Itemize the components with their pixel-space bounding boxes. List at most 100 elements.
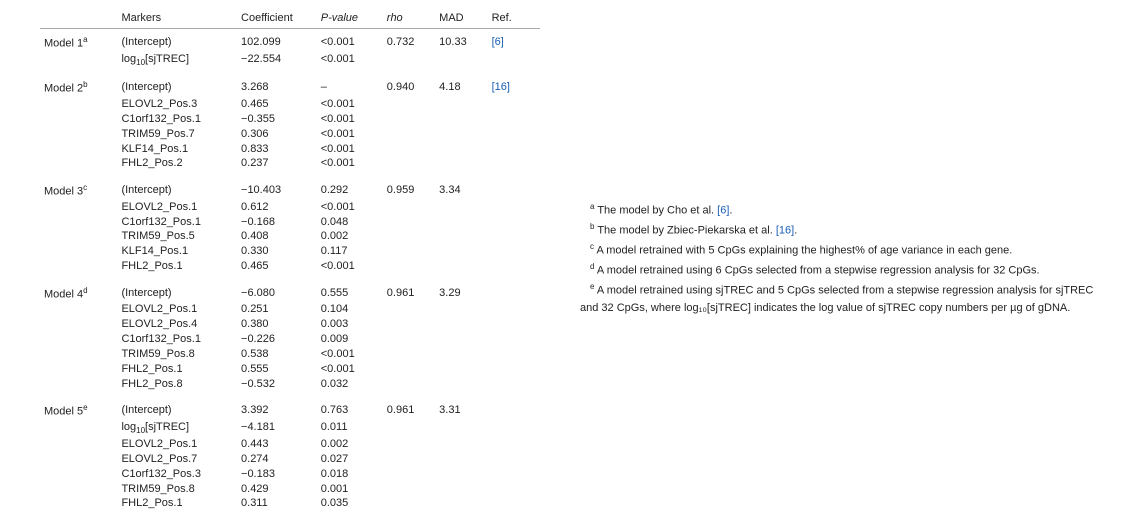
cell-rho	[383, 52, 435, 75]
cell-rho	[383, 229, 435, 244]
cell-ref	[488, 97, 540, 112]
cell-model-name	[40, 302, 117, 317]
cell-marker: ELOVL2_Pos.1	[117, 200, 237, 215]
cell-mad	[435, 215, 487, 230]
col-markers: Markers	[117, 10, 237, 29]
cell-coef: 3.392	[237, 397, 317, 420]
cell-marker: (Intercept)	[117, 280, 237, 303]
cell-coef: 0.443	[237, 437, 317, 452]
cell-mad: 10.33	[435, 29, 487, 52]
table-row: KLF14_Pos.10.833<0.001	[40, 142, 540, 157]
cell-ref	[488, 362, 540, 377]
footnote-c: c A model retrained with 5 CpGs explaini…	[580, 241, 1098, 259]
cell-coef: −22.554	[237, 52, 317, 75]
cell-ref	[488, 347, 540, 362]
cell-marker: (Intercept)	[117, 177, 237, 200]
table-row: FHL2_Pos.8−0.5320.032	[40, 377, 540, 398]
cell-coef: −0.183	[237, 467, 317, 482]
cell-coef: 0.465	[237, 259, 317, 280]
cell-rho	[383, 112, 435, 127]
cell-marker: FHL2_Pos.1	[117, 496, 237, 517]
cell-model-name	[40, 467, 117, 482]
cell-ref	[488, 156, 540, 177]
footnote-a: a The model by Cho et al. [6].	[580, 201, 1098, 219]
cell-coef: 0.538	[237, 347, 317, 362]
cell-model-name	[40, 437, 117, 452]
cell-rho	[383, 142, 435, 157]
cell-marker: log10[sjTREC]	[117, 420, 237, 437]
cell-mad: 4.18	[435, 74, 487, 97]
cell-model-name: Model 5e	[40, 397, 117, 420]
cell-pvalue: 0.032	[317, 377, 383, 398]
cell-rho	[383, 362, 435, 377]
table-row: TRIM59_Pos.70.306<0.001	[40, 127, 540, 142]
cell-model-name	[40, 127, 117, 142]
cell-model-name	[40, 420, 117, 437]
cell-ref	[488, 177, 540, 200]
col-coef: Coefficient	[237, 10, 317, 29]
cell-mad	[435, 52, 487, 75]
footnotes-block: a The model by Cho et al. [6]. b The mod…	[580, 201, 1098, 318]
cell-marker: ELOVL2_Pos.4	[117, 317, 237, 332]
footnote-b: b The model by Zbiec-Piekarska et al. [1…	[580, 221, 1098, 239]
col-model	[40, 10, 117, 29]
cell-marker: ELOVL2_Pos.1	[117, 302, 237, 317]
cell-model-name	[40, 142, 117, 157]
cell-coef: 0.237	[237, 156, 317, 177]
model-block: Model 2b(Intercept)3.268–0.9404.18[16]EL…	[40, 74, 540, 177]
cell-model-name: Model 4d	[40, 280, 117, 303]
model-block: Model 4d(Intercept)−6.0800.5550.9613.29E…	[40, 280, 540, 398]
cell-model-name	[40, 332, 117, 347]
cell-ref	[488, 437, 540, 452]
cell-ref	[488, 332, 540, 347]
cell-pvalue: <0.001	[317, 29, 383, 52]
cell-pvalue: 0.104	[317, 302, 383, 317]
cell-model-name	[40, 362, 117, 377]
ref-link-6[interactable]: [6]	[717, 205, 729, 217]
cell-ref	[488, 280, 540, 303]
cell-rho: 0.732	[383, 29, 435, 52]
cell-mad	[435, 437, 487, 452]
ref-link-16[interactable]: [16]	[776, 225, 794, 237]
cell-rho	[383, 215, 435, 230]
cell-rho	[383, 452, 435, 467]
cell-ref: [16]	[488, 74, 540, 97]
cell-model-name: Model 3c	[40, 177, 117, 200]
ref-link[interactable]: [6]	[492, 36, 504, 48]
cell-ref	[488, 302, 540, 317]
cell-rho	[383, 302, 435, 317]
ref-link[interactable]: [16]	[492, 81, 510, 93]
cell-marker: TRIM59_Pos.8	[117, 347, 237, 362]
model-block: Model 1a(Intercept)102.099<0.0010.73210.…	[40, 29, 540, 75]
cell-model-name: Model 2b	[40, 74, 117, 97]
cell-pvalue: 0.292	[317, 177, 383, 200]
table-row: ELOVL2_Pos.10.612<0.001	[40, 200, 540, 215]
cell-rho	[383, 437, 435, 452]
cell-coef: 0.380	[237, 317, 317, 332]
cell-marker: C1orf132_Pos.1	[117, 215, 237, 230]
cell-mad	[435, 244, 487, 259]
cell-marker: C1orf132_Pos.1	[117, 112, 237, 127]
cell-marker: (Intercept)	[117, 74, 237, 97]
cell-rho	[383, 156, 435, 177]
table-row: C1orf132_Pos.1−0.355<0.001	[40, 112, 540, 127]
cell-coef: 0.306	[237, 127, 317, 142]
cell-coef: 0.311	[237, 496, 317, 517]
footnotes-column: a The model by Cho et al. [6]. b The mod…	[560, 0, 1138, 519]
cell-mad	[435, 347, 487, 362]
table-row: FHL2_Pos.10.465<0.001	[40, 259, 540, 280]
cell-ref	[488, 482, 540, 497]
cell-ref	[488, 467, 540, 482]
cell-mad	[435, 259, 487, 280]
cell-marker: log10[sjTREC]	[117, 52, 237, 75]
cell-mad	[435, 317, 487, 332]
cell-pvalue: 0.009	[317, 332, 383, 347]
cell-rho	[383, 482, 435, 497]
cell-ref	[488, 200, 540, 215]
footnote-d: d A model retrained using 6 CpGs selecte…	[580, 261, 1098, 279]
cell-marker: ELOVL2_Pos.3	[117, 97, 237, 112]
cell-coef: −6.080	[237, 280, 317, 303]
col-mad: MAD	[435, 10, 487, 29]
cell-mad	[435, 467, 487, 482]
cell-model-name	[40, 52, 117, 75]
